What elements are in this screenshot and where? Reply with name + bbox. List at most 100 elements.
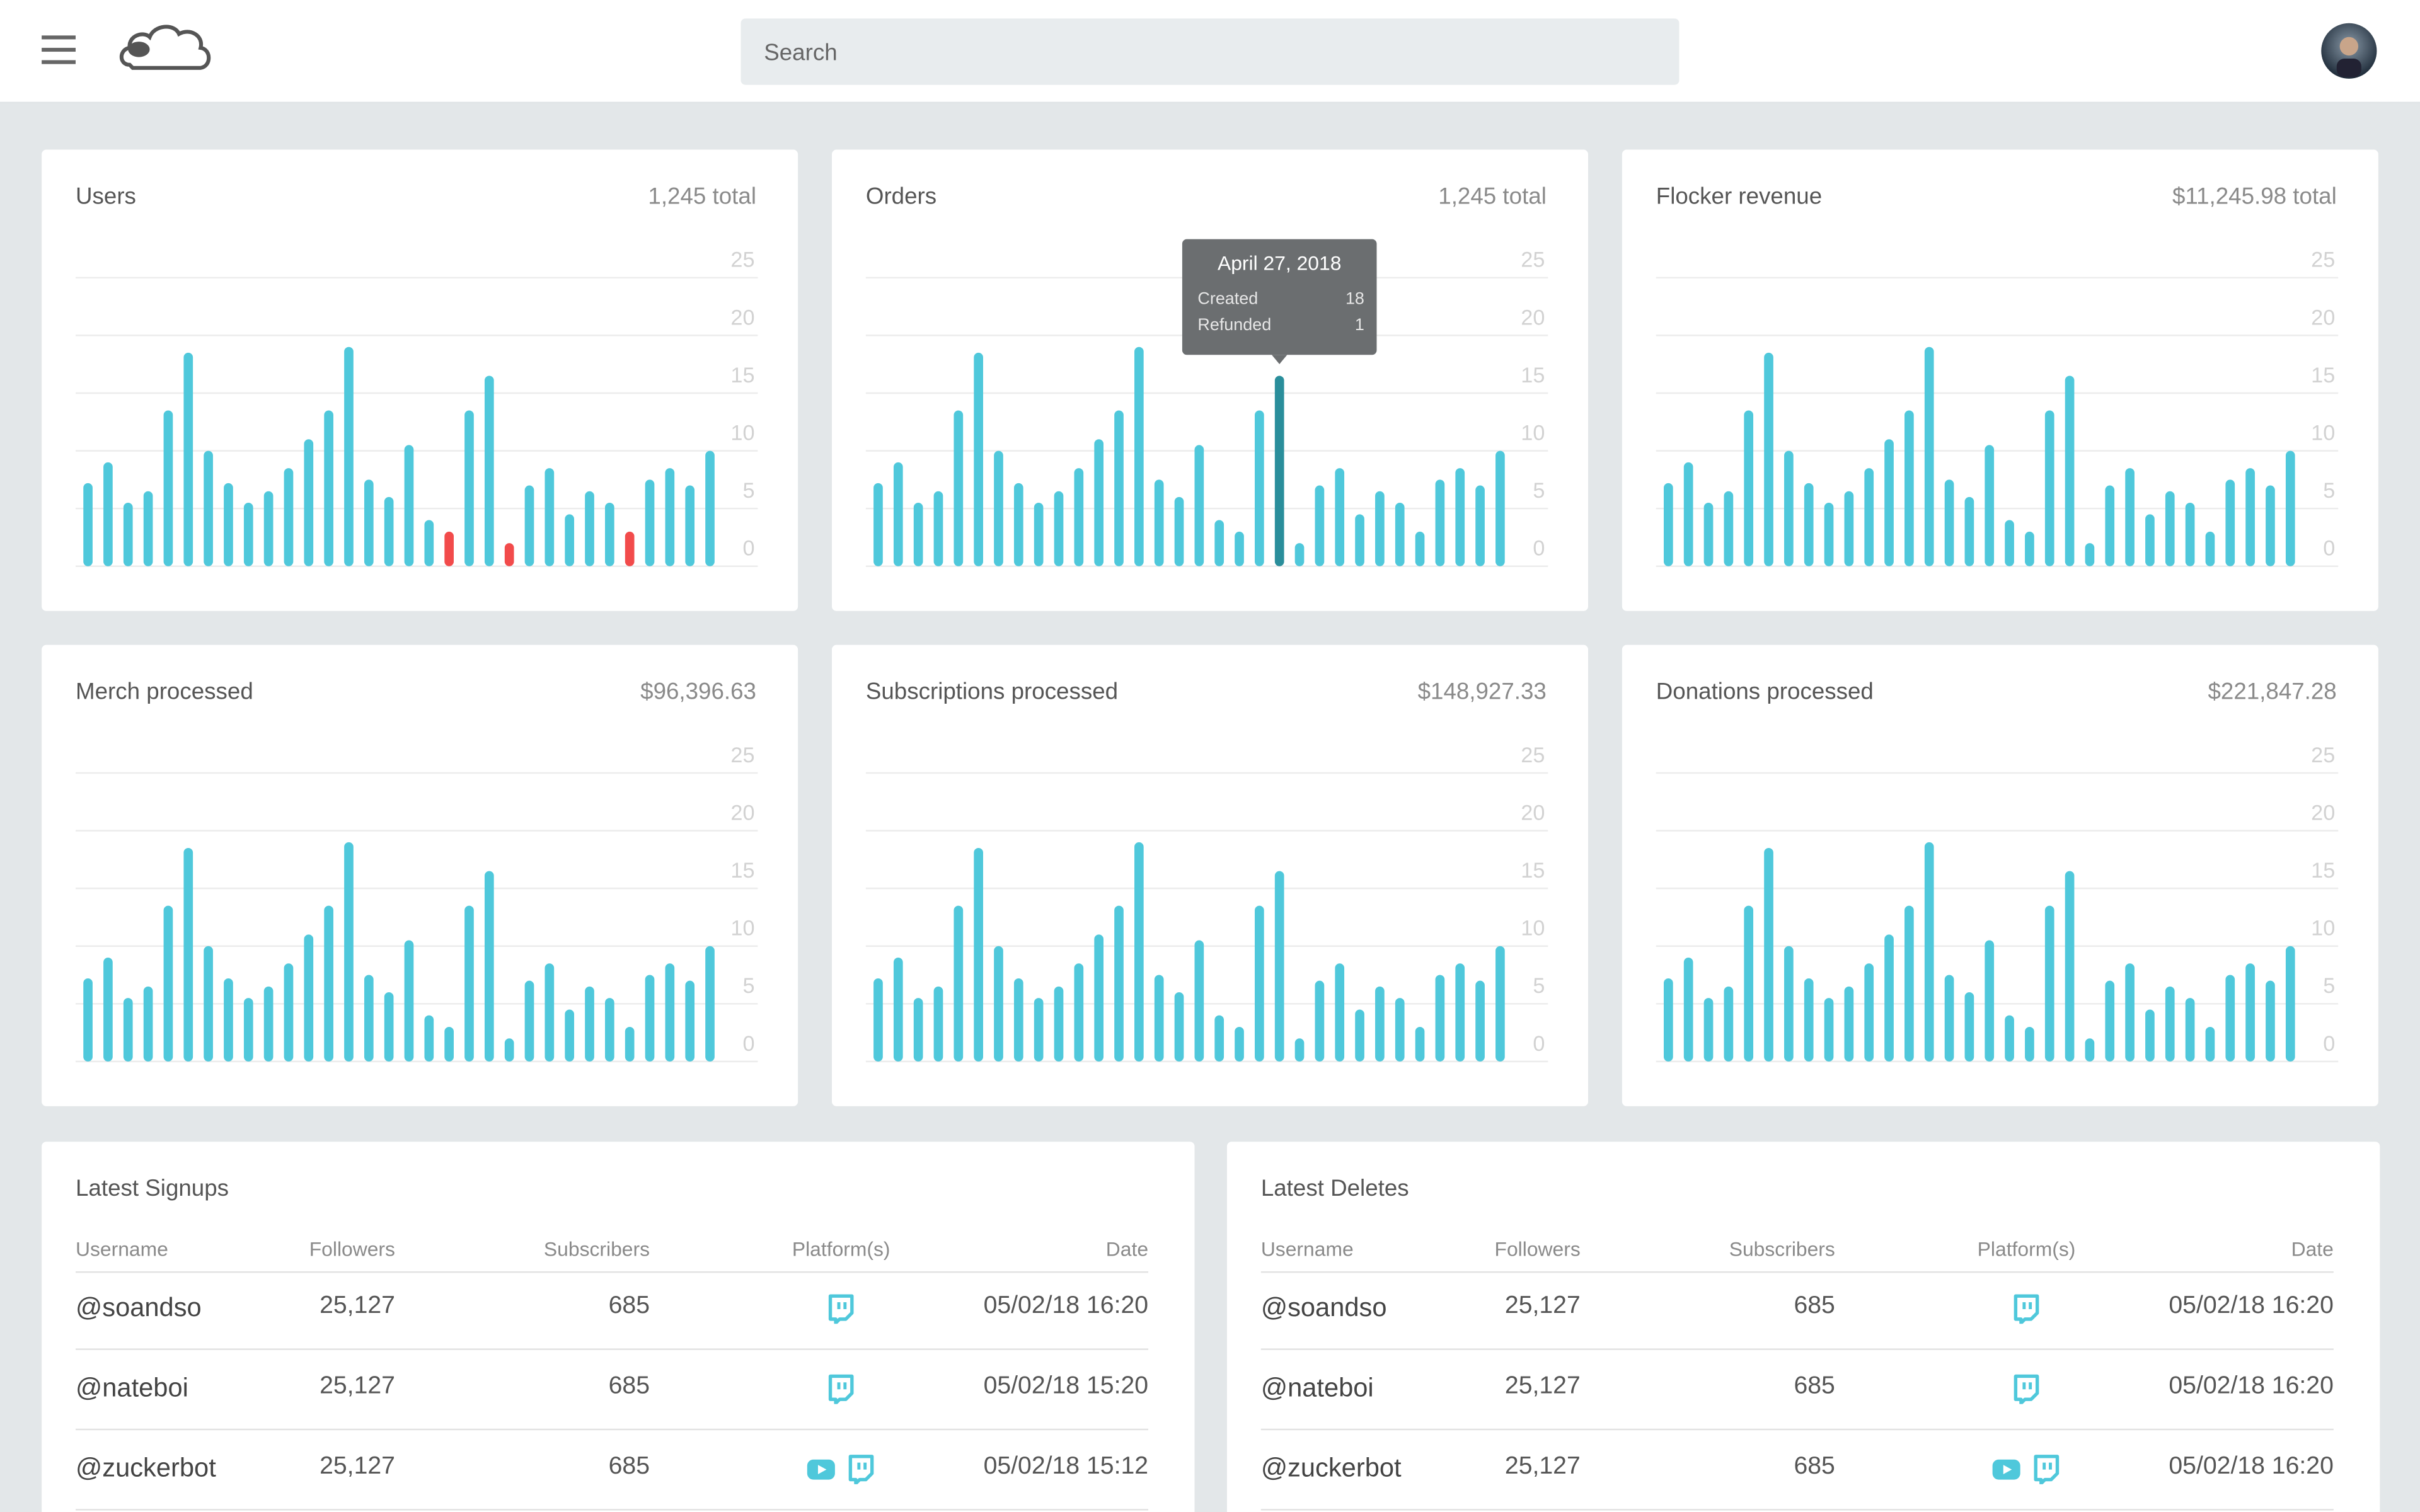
tooltip: April 27, 2018 Created 18 Refunded 1 bbox=[1182, 239, 1377, 364]
bar bbox=[1703, 998, 1714, 1062]
search-box[interactable]: Search bbox=[740, 18, 1680, 85]
chart-total: $11,245.98 total bbox=[2172, 183, 2337, 210]
bar bbox=[1294, 543, 1305, 566]
twitch-icon bbox=[2034, 1455, 2060, 1484]
bar bbox=[364, 479, 374, 566]
table-card: Latest Signups Username Followers Subscribe… bbox=[42, 1142, 1195, 1512]
bar bbox=[1435, 975, 1445, 1062]
bar bbox=[344, 842, 354, 1062]
tooltip-box bbox=[1182, 239, 1377, 355]
bar bbox=[504, 1038, 514, 1062]
y-tick-label: 10 bbox=[730, 421, 754, 445]
bar bbox=[544, 963, 555, 1062]
avatar[interactable] bbox=[2320, 21, 2378, 80]
bar bbox=[2145, 514, 2155, 566]
chart-total: 1,245 total bbox=[648, 183, 757, 210]
y-tick-label: 25 bbox=[2311, 743, 2335, 767]
chart-title: Subscriptions processed bbox=[865, 679, 1119, 706]
icon-shape bbox=[2014, 1374, 2039, 1404]
separator bbox=[1260, 1348, 2334, 1350]
bar bbox=[1235, 1026, 1244, 1062]
logo[interactable] bbox=[117, 18, 216, 83]
bar bbox=[2185, 503, 2195, 566]
platform-icons bbox=[2007, 1373, 2047, 1404]
bar bbox=[1784, 946, 1794, 1062]
twitch-icon bbox=[2014, 1374, 2039, 1404]
y-tick-label: 10 bbox=[2311, 917, 2335, 941]
y-tick-label: 10 bbox=[730, 917, 754, 941]
bar bbox=[1174, 992, 1184, 1062]
y-tick-label: 10 bbox=[1521, 421, 1545, 445]
bar bbox=[224, 483, 233, 566]
bar bbox=[873, 483, 883, 566]
cell: 05/02/18 16:20 bbox=[2169, 1293, 2334, 1319]
youtube-icon bbox=[1992, 1459, 2020, 1480]
bar bbox=[2085, 1038, 2095, 1062]
bar bbox=[1824, 998, 1834, 1062]
tooltip-title: April 27, 2018 bbox=[1218, 252, 1341, 275]
bar bbox=[1924, 346, 1934, 566]
bar bbox=[364, 975, 374, 1062]
bar bbox=[1054, 491, 1064, 566]
platform-icons bbox=[801, 1453, 881, 1484]
y-tick-label: 15 bbox=[1521, 859, 1545, 883]
bar bbox=[1375, 491, 1385, 566]
bar bbox=[2205, 1026, 2215, 1062]
bar bbox=[1335, 468, 1345, 566]
bar bbox=[2205, 531, 2215, 566]
cell: 25,127 bbox=[1504, 1293, 1581, 1319]
bar bbox=[204, 946, 213, 1062]
bar bbox=[974, 352, 984, 566]
bar bbox=[1235, 531, 1244, 566]
bar bbox=[1355, 1009, 1364, 1062]
youtube-icon bbox=[807, 1459, 835, 1480]
bar bbox=[1683, 958, 1693, 1062]
bar bbox=[183, 352, 193, 566]
bar bbox=[2025, 531, 2034, 566]
bar bbox=[1274, 375, 1284, 566]
bar bbox=[324, 410, 333, 566]
bar bbox=[2185, 998, 2195, 1062]
separator bbox=[1260, 1271, 2334, 1273]
bar bbox=[1964, 496, 1974, 566]
username: @zuckerbot bbox=[1260, 1453, 1402, 1483]
column-header: Username bbox=[1260, 1237, 1354, 1261]
y-tick-label: 0 bbox=[1533, 537, 1545, 561]
chart-title: Donations processed bbox=[1656, 679, 1874, 706]
y-tick-label: 25 bbox=[1521, 248, 1545, 272]
cell: 05/02/18 15:20 bbox=[983, 1373, 1149, 1400]
tooltip-value: 1 bbox=[1355, 315, 1364, 334]
bar bbox=[2266, 485, 2275, 566]
bar bbox=[1355, 514, 1364, 566]
y-tick-label: 15 bbox=[2311, 364, 2335, 387]
bar bbox=[143, 986, 153, 1062]
bar bbox=[1114, 905, 1124, 1062]
icon-shape bbox=[2034, 1455, 2060, 1484]
table-card: Latest Deletes Username Followers Subscribe… bbox=[1226, 1142, 2380, 1512]
bar bbox=[2125, 963, 2135, 1062]
chart: 0 5 10 15 20 25 bbox=[1656, 743, 2339, 1063]
y-tick-label: 15 bbox=[730, 859, 754, 883]
bar bbox=[1864, 963, 1874, 1062]
bar bbox=[524, 980, 534, 1062]
bar bbox=[2065, 871, 2075, 1062]
icon-shape bbox=[828, 1374, 854, 1404]
bar bbox=[1683, 462, 1693, 566]
bar bbox=[1034, 998, 1044, 1062]
menu-button[interactable] bbox=[40, 32, 78, 69]
bar bbox=[1255, 905, 1264, 1062]
bar bbox=[1375, 986, 1385, 1062]
bar bbox=[1844, 986, 1854, 1062]
bar bbox=[625, 1026, 635, 1062]
cell: 685 bbox=[608, 1453, 650, 1480]
bar bbox=[1094, 439, 1104, 566]
bar bbox=[893, 958, 903, 1062]
column-header: Username bbox=[76, 1237, 168, 1261]
cell: 05/02/18 15:12 bbox=[983, 1453, 1149, 1480]
bar bbox=[933, 986, 943, 1062]
y-tick-label: 5 bbox=[742, 974, 754, 998]
bar bbox=[83, 483, 93, 566]
bar bbox=[123, 998, 133, 1062]
bar bbox=[404, 940, 414, 1062]
